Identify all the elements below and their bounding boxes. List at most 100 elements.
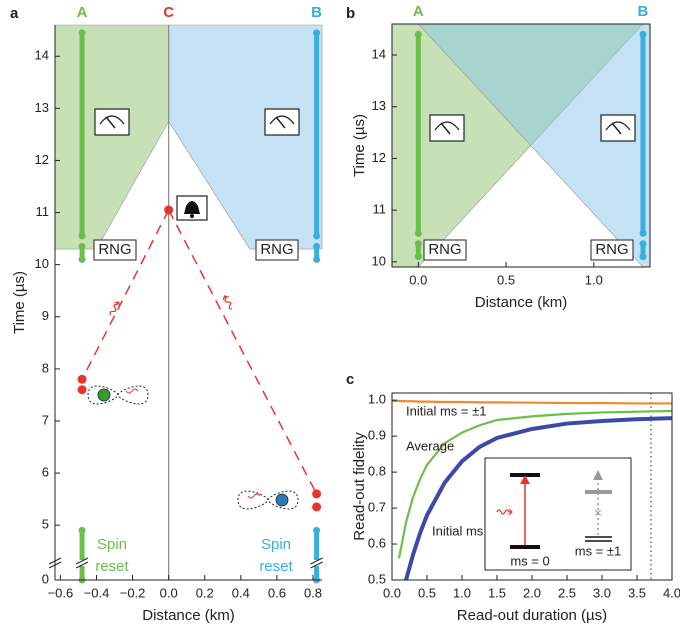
x-tick-label: 0.0 <box>409 272 427 287</box>
x-tick-label: 0.4 <box>232 585 250 600</box>
y-tick-label: 9 <box>42 308 49 323</box>
y-tick-label: 13 <box>35 100 49 115</box>
event-dot <box>77 385 87 395</box>
x-tick-label: 0.2 <box>196 585 214 600</box>
y-tick-label: 0 <box>42 571 49 586</box>
x-tick-label: 0.8 <box>304 585 322 600</box>
meter-icon <box>264 108 300 136</box>
x-tick-label: 2.5 <box>558 585 576 600</box>
x-tick-label: −0.6 <box>48 585 74 600</box>
y-tick-label: 5 <box>42 517 49 532</box>
y-tick-label: 7 <box>42 412 49 427</box>
station-label: B <box>311 4 322 21</box>
x-axis-label: Read-out duration (µs) <box>457 607 607 624</box>
bell-icon <box>184 201 200 214</box>
spin-reset-label: Spin <box>261 536 291 553</box>
meter-icon <box>99 115 125 125</box>
spin-reset-label: reset <box>259 558 293 575</box>
x-tick-label: 0.5 <box>418 585 436 600</box>
axes-frame <box>391 23 651 268</box>
meter-icon <box>611 122 622 135</box>
photon-icon <box>109 301 121 316</box>
y-tick-label: 0.8 <box>368 464 386 479</box>
panel-letter: a <box>10 5 19 22</box>
event-dot <box>312 489 322 499</box>
photon-icon <box>247 493 261 499</box>
x-axis-label: Distance (km) <box>475 294 568 311</box>
station-end <box>78 255 86 263</box>
rng-box <box>423 239 467 261</box>
rng-label: RNG <box>595 241 628 258</box>
x-tick-label: −0.2 <box>120 585 146 600</box>
y-tick-label: 0.5 <box>368 571 386 586</box>
y-tick-label: 0.9 <box>368 428 386 443</box>
station-label: C <box>163 4 174 21</box>
entangled-icon <box>237 490 299 510</box>
station-end <box>78 29 86 37</box>
light-cone <box>54 24 169 250</box>
meter-icon <box>440 122 451 135</box>
x-tick-label: 0.0 <box>160 585 178 600</box>
meter-icon <box>94 108 130 136</box>
station-end <box>313 29 321 37</box>
event-dot <box>164 205 174 215</box>
rng-label: RNG <box>260 241 293 258</box>
meter-icon <box>269 115 295 125</box>
station-end <box>414 30 422 38</box>
x-tick-label: 0.5 <box>497 272 515 287</box>
y-tick-label: 12 <box>35 152 49 167</box>
rng-box <box>590 239 634 261</box>
y-axis-label: Read-out fidelity <box>351 432 368 541</box>
meter-icon <box>605 121 631 131</box>
station-end <box>313 526 321 534</box>
meter-icon <box>105 116 116 129</box>
photon-icon <box>222 295 233 310</box>
x-tick-label: 4.0 <box>663 585 680 600</box>
station-label: B <box>638 3 649 20</box>
y-tick-label: 11 <box>373 202 387 217</box>
x-axis-label: Distance (km) <box>142 607 235 624</box>
station-end <box>639 30 647 38</box>
y-tick-label: 13 <box>372 98 386 113</box>
photon-path <box>81 209 170 380</box>
x-tick-label: 3.5 <box>628 585 646 600</box>
x-tick-label: 0.6 <box>268 585 286 600</box>
meter-icon <box>434 121 460 131</box>
rng-box <box>93 239 137 261</box>
meter-icon <box>275 116 286 129</box>
cross: × <box>594 505 602 521</box>
x-tick-label: −0.4 <box>84 585 110 600</box>
station-end <box>414 253 422 261</box>
station-end <box>313 232 321 240</box>
axis-break <box>76 560 89 566</box>
rng-box <box>255 239 299 261</box>
y-tick-label: 11 <box>36 204 50 219</box>
spin-ball <box>275 493 289 507</box>
station-end <box>414 229 422 237</box>
panel-letter: c <box>346 371 354 388</box>
transition <box>593 470 603 480</box>
series-label: Average <box>406 438 454 453</box>
y-axis-label: Time (µs) <box>11 271 28 334</box>
station-end <box>78 242 86 250</box>
event-dot <box>77 374 87 384</box>
y-tick-label: 1.0 <box>368 392 386 407</box>
photon-icon <box>496 508 513 516</box>
y-tick-label: 14 <box>35 48 49 63</box>
station-end <box>78 232 86 240</box>
photon-path <box>167 209 318 495</box>
spin-ball <box>97 388 111 402</box>
station-end <box>313 242 321 250</box>
station-end <box>78 526 86 534</box>
rng-label: RNG <box>98 241 131 258</box>
y-tick-label: 14 <box>372 46 386 61</box>
axis-break <box>310 557 323 565</box>
x-tick-label: 1.0 <box>453 585 471 600</box>
station-end <box>414 240 422 248</box>
y-tick-label: 10 <box>35 256 49 271</box>
station-end <box>639 253 647 261</box>
photon-icon <box>125 388 139 394</box>
series-label: Initial ms = ±1 <box>406 403 486 418</box>
